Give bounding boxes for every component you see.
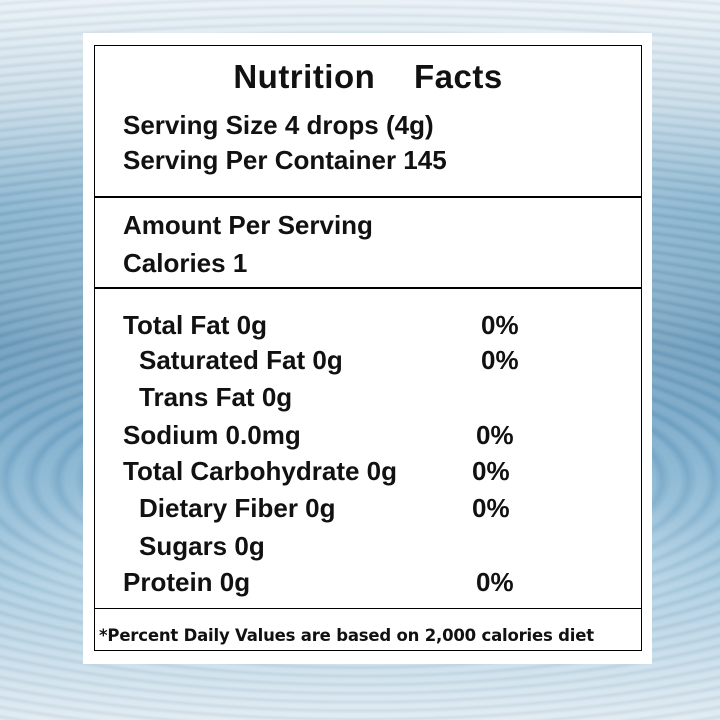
nutrient-name: Saturated Fat 0g [139, 345, 343, 375]
divider-middle [95, 287, 641, 289]
label-title: Nutrition Facts [233, 58, 503, 95]
amount-per-serving: Amount Per Serving [123, 210, 373, 240]
nutrient-name: Protein 0g [123, 567, 251, 597]
divider-bottom [95, 608, 641, 609]
nutrient-dv: 0% [472, 456, 510, 486]
nutrient-dv: 0% [472, 493, 510, 523]
footnote: *Percent Daily Values are based on 2,000… [99, 626, 594, 645]
serving-size: Serving Size 4 drops (4g) [123, 110, 434, 140]
divider-top [95, 196, 641, 198]
servings-per-container: Serving Per Container 145 [123, 145, 447, 175]
nutrient-name: Sugars 0g [139, 531, 265, 561]
nutrient-name: Total Carbohydrate 0g [123, 456, 398, 486]
nutrient-dv: 0% [481, 310, 519, 340]
nutrient-name: Dietary Fiber 0g [139, 493, 336, 523]
calories: Calories 1 [123, 248, 248, 278]
nutrient-dv: 0% [481, 345, 519, 375]
nutrient-name: Total Fat 0g [123, 310, 267, 340]
nutrient-name: Sodium 0.0mg [123, 420, 301, 450]
nutrient-dv: 0% [476, 420, 514, 450]
nutrient-dv: 0% [476, 567, 514, 597]
nutrient-name: Trans Fat 0g [139, 382, 293, 412]
nutrition-facts-label: Nutrition Facts Serving Size 4 drops (4g… [94, 45, 642, 651]
